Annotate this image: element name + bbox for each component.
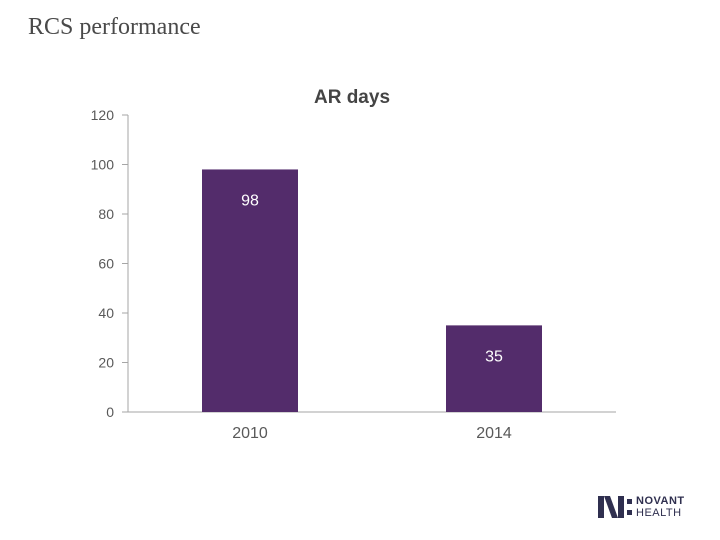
y-axis-ticks: 0 20 40 60 80 100 120: [91, 107, 128, 420]
bars: [202, 169, 542, 412]
novant-n-logo-icon: [598, 496, 632, 518]
logo-line-health: HEALTH: [636, 507, 682, 519]
y-tick-label: 80: [98, 206, 114, 222]
y-tick-label: 20: [98, 355, 114, 371]
x-tick-label-2010: 2010: [232, 425, 268, 442]
chart-title: AR days: [314, 87, 390, 108]
x-axis-tick-labels: 2010 2014: [232, 425, 512, 442]
x-tick-label-2014: 2014: [476, 425, 512, 442]
novant-health-logo: NOVANT HEALTH: [598, 494, 698, 520]
data-label-2014: 35: [485, 348, 503, 365]
bar-2010: [202, 169, 298, 412]
page-title: RCS performance: [28, 14, 201, 40]
data-labels: 98 35: [241, 192, 503, 365]
bar-2014: [446, 325, 542, 412]
y-tick-label: 100: [91, 157, 115, 173]
y-tick-label: 60: [98, 256, 114, 272]
y-tick-label: 120: [91, 107, 115, 123]
logo-line-novant: NOVANT: [636, 495, 685, 507]
y-tick-label: 0: [106, 404, 114, 420]
data-label-2010: 98: [241, 192, 259, 209]
y-tick-label: 40: [98, 305, 114, 321]
